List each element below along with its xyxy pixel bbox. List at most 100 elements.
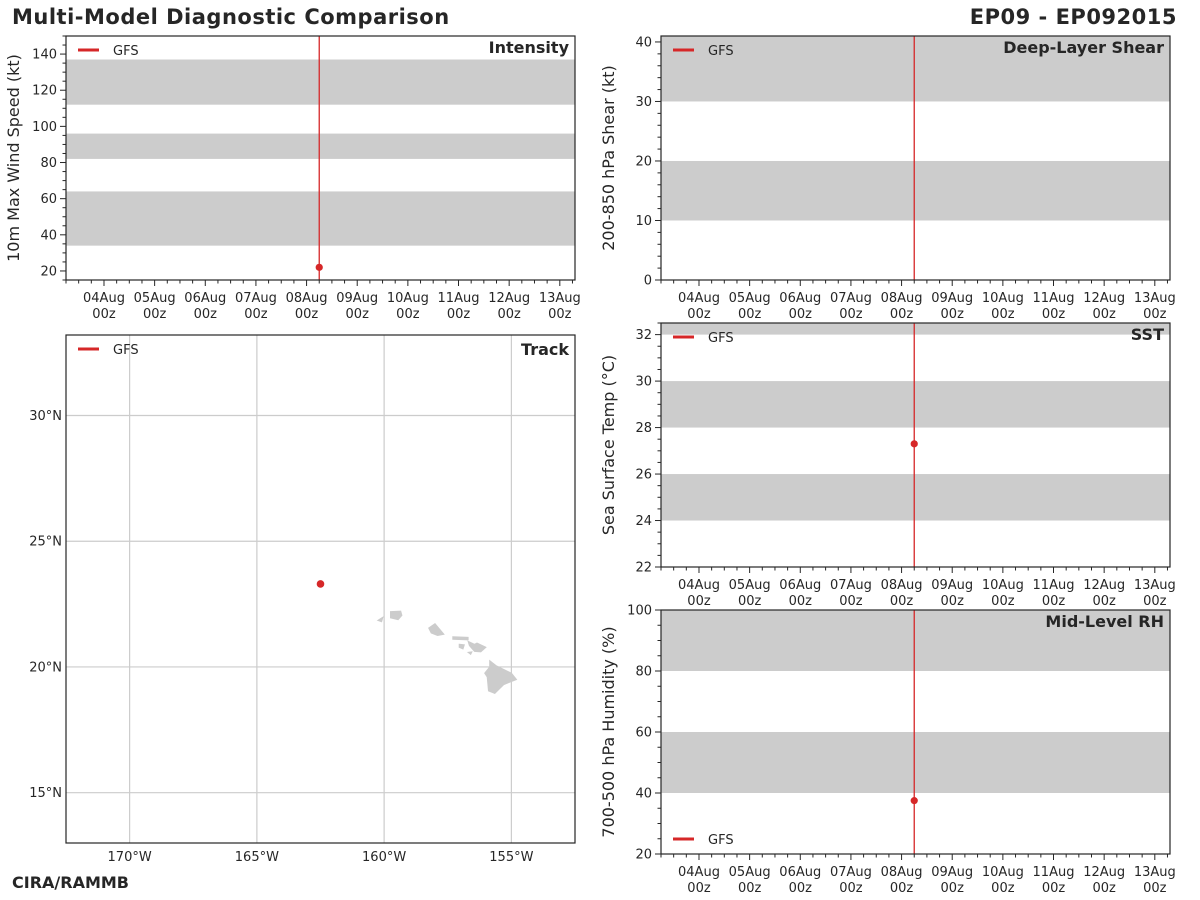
sst-band-2 — [661, 323, 1170, 335]
rh-xtick-label-3: 07Aug 00z — [830, 865, 872, 896]
land-oahu — [428, 623, 445, 637]
sst-xtick-label-5: 09Aug 00z — [931, 578, 973, 609]
sst-xtick-label-2: 06Aug 00z — [779, 578, 821, 609]
rh-xtick-label-0: 04Aug 00z — [678, 865, 720, 896]
intensity-xtick-label-2: 06Aug 00z — [184, 291, 226, 322]
intensity-xtick-label-line: 08Aug — [286, 291, 328, 306]
intensity-ytick-label-20: 20 — [40, 264, 57, 279]
shear-xtick-label-7: 11Aug 00z — [1033, 291, 1075, 322]
sst-legend-label: GFS — [708, 331, 734, 346]
intensity-legend-label: GFS — [113, 44, 139, 59]
rh-xtick-label-1: 05Aug 00z — [729, 865, 771, 896]
intensity-ylabel: 10m Max Wind Speed (kt) — [4, 54, 23, 262]
intensity-xtick-label-line: 04Aug — [83, 291, 125, 306]
sst-xtick-label-0: 04Aug 00z — [678, 578, 720, 609]
sst-xtick-label-line: 00z — [839, 594, 863, 609]
shear-xtick-label-line: 09Aug — [931, 291, 973, 306]
track-frame — [65, 334, 576, 844]
rh-xtick-label-line: 07Aug — [830, 865, 872, 880]
intensity-ytick-label-100: 100 — [32, 120, 57, 135]
rh-xtick-label-line: 11Aug — [1033, 865, 1075, 880]
shear-frame — [660, 35, 1171, 281]
shear-ytick-label-40: 40 — [635, 35, 652, 50]
storm-id-label: EP09 - EP092015 — [969, 5, 1177, 29]
rh-xtick-label-line: 12Aug — [1083, 865, 1125, 880]
sst-plot-area — [661, 323, 1170, 567]
sst-panel-title: SST — [1131, 325, 1164, 344]
land-kahoolawe — [466, 651, 473, 656]
track-lat-label: 30°N — [29, 409, 62, 424]
intensity-xtick-label-line: 10Aug — [387, 291, 429, 306]
shear-xtick-label-line: 00z — [1042, 307, 1066, 322]
rh-plot-area — [661, 610, 1170, 854]
shear-xtick-label-line: 00z — [789, 307, 813, 322]
sst-xtick-label-8: 12Aug 00z — [1083, 578, 1125, 609]
sst-xtick-label-line: 09Aug — [931, 578, 973, 593]
intensity-ytick-label-40: 40 — [40, 228, 57, 243]
sst-xtick-label-line: 00z — [1143, 594, 1167, 609]
rh-xtick-label-4: 08Aug 00z — [881, 865, 923, 896]
sst-band-0 — [661, 474, 1170, 521]
shear-ytick-label-10: 10 — [635, 214, 652, 229]
track-legend-label: GFS — [113, 343, 139, 358]
sst-xtick-label-1: 05Aug 00z — [729, 578, 771, 609]
shear-xtick-label-line: 11Aug — [1033, 291, 1075, 306]
rh-ytick-label-100: 100 — [627, 604, 652, 619]
rh-xtick-label-line: 00z — [687, 881, 711, 896]
intensity-xtick-label-line: 00z — [346, 307, 370, 322]
shear-xtick-label-line: 00z — [839, 307, 863, 322]
intensity-band-2 — [66, 59, 575, 105]
intensity-xtick-label-1: 05Aug 00z — [134, 291, 176, 322]
shear-xtick-label-line: 00z — [890, 307, 914, 322]
shear-xtick-label-line: 12Aug — [1083, 291, 1125, 306]
shear-ylabel: 200-850 hPa Shear (kt) — [599, 65, 618, 251]
track-lat-label: 25°N — [29, 535, 62, 550]
shear-plot-area — [661, 36, 1170, 280]
rh-ytick-label-20: 20 — [635, 848, 652, 863]
shear-xtick-label-6: 10Aug 00z — [982, 291, 1024, 322]
rh-xtick-label-2: 06Aug 00z — [779, 865, 821, 896]
track-gfs-point-0 — [316, 580, 325, 588]
shear-xtick-label-9: 13Aug 00z — [1134, 291, 1176, 322]
sst-xtick-label-line: 00z — [941, 594, 965, 609]
sst-xtick-label-6: 10Aug 00z — [982, 578, 1024, 609]
sst-xtick-label-line: 00z — [890, 594, 914, 609]
sst-xtick-label-4: 08Aug 00z — [881, 578, 923, 609]
intensity-xtick-label-line: 00z — [295, 307, 319, 322]
rh-xtick-label-line: 00z — [991, 881, 1015, 896]
rh-xtick-label-line: 00z — [890, 881, 914, 896]
shear-xtick-label-line: 00z — [941, 307, 965, 322]
shear-xtick-label-2: 06Aug 00z — [779, 291, 821, 322]
sst-xtick-label-line: 00z — [991, 594, 1015, 609]
rh-ytick-label-60: 60 — [635, 726, 652, 741]
intensity-xtick-label-line: 00z — [244, 307, 268, 322]
sst-ytick-label-28: 28 — [635, 421, 652, 436]
intensity-xtick-label-line: 00z — [92, 307, 116, 322]
shear-xtick-label-0: 04Aug 00z — [678, 291, 720, 322]
sst-ylabel: Sea Surface Temp (°C) — [599, 355, 618, 535]
intensity-xtick-label-7: 11Aug 00z — [438, 291, 480, 322]
intensity-xtick-label-0: 04Aug 00z — [83, 291, 125, 322]
rh-xtick-label-8: 12Aug 00z — [1083, 865, 1125, 896]
rh-band-0 — [661, 732, 1170, 793]
land-kauai — [390, 610, 403, 621]
figure-title: Multi-Model Diagnostic Comparison — [12, 5, 450, 29]
land-lanai — [458, 643, 465, 650]
intensity-xtick-label-line: 00z — [497, 307, 521, 322]
sst-gfs-point-0 — [910, 440, 918, 448]
track-lon-label: 155°W — [489, 850, 533, 865]
shear-band-1 — [661, 36, 1170, 102]
shear-xtick-label-1: 05Aug 00z — [729, 291, 771, 322]
sst-ytick-label-26: 26 — [635, 468, 652, 483]
intensity-xtick-label-line: 06Aug — [184, 291, 226, 306]
intensity-plot-area — [66, 36, 575, 280]
intensity-ytick-label-140: 140 — [32, 48, 57, 63]
shear-xtick-label-4: 08Aug 00z — [881, 291, 923, 322]
sst-xtick-label-line: 07Aug — [830, 578, 872, 593]
land-molokai — [452, 636, 469, 641]
sst-xtick-label-7: 11Aug 00z — [1033, 578, 1075, 609]
rh-xtick-label-line: 00z — [1042, 881, 1066, 896]
